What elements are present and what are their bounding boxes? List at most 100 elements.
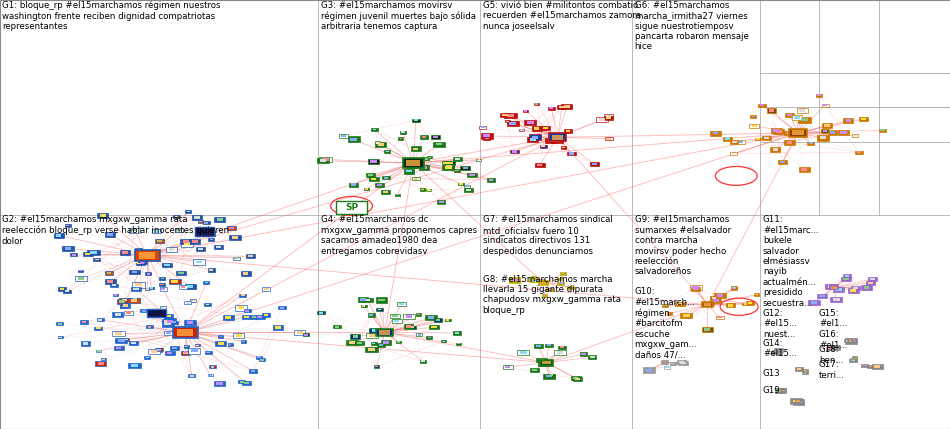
Bar	[168, 248, 175, 251]
Bar	[256, 356, 262, 359]
Bar	[810, 301, 817, 304]
Bar	[128, 298, 140, 303]
Bar	[209, 366, 216, 369]
Bar	[369, 334, 375, 337]
Bar	[165, 315, 171, 317]
Bar	[414, 119, 418, 121]
Bar	[162, 307, 164, 308]
Bar	[464, 184, 470, 187]
Bar	[527, 121, 534, 124]
Bar	[157, 240, 162, 242]
Bar	[163, 314, 173, 318]
Text: G13: G13	[763, 369, 781, 378]
Bar	[568, 287, 573, 288]
Bar	[781, 390, 787, 392]
Bar	[97, 213, 108, 218]
Bar	[401, 131, 405, 133]
Bar	[54, 233, 64, 238]
Bar	[558, 278, 562, 280]
Bar	[852, 134, 858, 137]
Bar	[106, 272, 111, 274]
Bar	[823, 130, 827, 132]
Bar	[546, 344, 551, 347]
Bar	[148, 287, 154, 289]
Bar	[517, 350, 529, 355]
Bar	[590, 162, 599, 166]
Bar	[246, 254, 255, 258]
Bar	[368, 174, 372, 176]
Bar	[252, 316, 256, 318]
Bar	[794, 367, 804, 371]
Bar	[848, 340, 853, 342]
Bar	[176, 271, 186, 275]
Bar	[826, 347, 832, 350]
Bar	[136, 263, 141, 265]
Bar	[861, 364, 868, 367]
Bar	[183, 333, 188, 335]
Bar	[560, 272, 565, 275]
Bar	[454, 169, 460, 172]
Bar	[140, 252, 155, 259]
Bar	[792, 115, 802, 120]
Bar	[565, 130, 570, 132]
Bar	[796, 368, 802, 370]
Bar	[852, 359, 855, 360]
Text: G8: #el15marchamos marcha
llevarla 15 gigante dipurata
chapudosv mxgxw_gamma rat: G8: #el15marchamos marcha llevarla 15 gi…	[483, 275, 620, 315]
Bar	[429, 325, 439, 329]
Bar	[371, 128, 378, 131]
Bar	[104, 271, 113, 275]
Bar	[144, 287, 150, 290]
Bar	[319, 157, 332, 162]
Bar	[375, 366, 378, 367]
Bar	[830, 346, 837, 349]
Bar	[769, 109, 774, 112]
Bar	[101, 358, 106, 360]
Bar	[862, 285, 872, 290]
Bar	[598, 118, 605, 121]
Bar	[421, 360, 425, 362]
Bar	[107, 280, 113, 283]
Text: G12:
#el15...
nuest...: G12: #el15... nuest...	[763, 309, 797, 338]
Bar	[665, 366, 669, 368]
Bar	[204, 303, 211, 306]
Bar	[446, 165, 452, 167]
Bar	[84, 252, 92, 256]
Bar	[536, 345, 542, 347]
Bar	[99, 319, 103, 321]
Bar	[79, 270, 82, 271]
Bar	[844, 278, 849, 280]
Bar	[543, 127, 548, 129]
Bar	[179, 285, 187, 289]
Bar	[504, 365, 513, 369]
Bar	[117, 299, 127, 304]
Bar	[167, 352, 173, 354]
Bar	[90, 251, 97, 254]
Bar	[378, 143, 384, 146]
Bar	[543, 281, 548, 283]
Bar	[751, 116, 754, 117]
Bar	[365, 188, 368, 190]
Bar	[796, 400, 800, 402]
Bar	[592, 163, 598, 166]
Bar	[164, 322, 171, 325]
Bar	[366, 332, 377, 338]
Bar	[723, 136, 732, 141]
Bar	[692, 287, 700, 291]
Bar	[794, 116, 800, 118]
Bar	[717, 317, 722, 318]
Bar	[828, 345, 840, 350]
Bar	[112, 312, 124, 317]
Bar	[845, 339, 852, 342]
Bar	[59, 337, 62, 338]
Bar	[244, 316, 249, 318]
Bar	[538, 278, 544, 281]
Bar	[458, 183, 465, 185]
Bar	[376, 308, 383, 311]
Bar	[184, 327, 191, 330]
Bar	[782, 390, 786, 391]
Bar	[702, 327, 712, 332]
Bar	[744, 303, 748, 305]
Bar	[333, 325, 341, 328]
Bar	[58, 336, 63, 338]
Bar	[537, 164, 542, 166]
